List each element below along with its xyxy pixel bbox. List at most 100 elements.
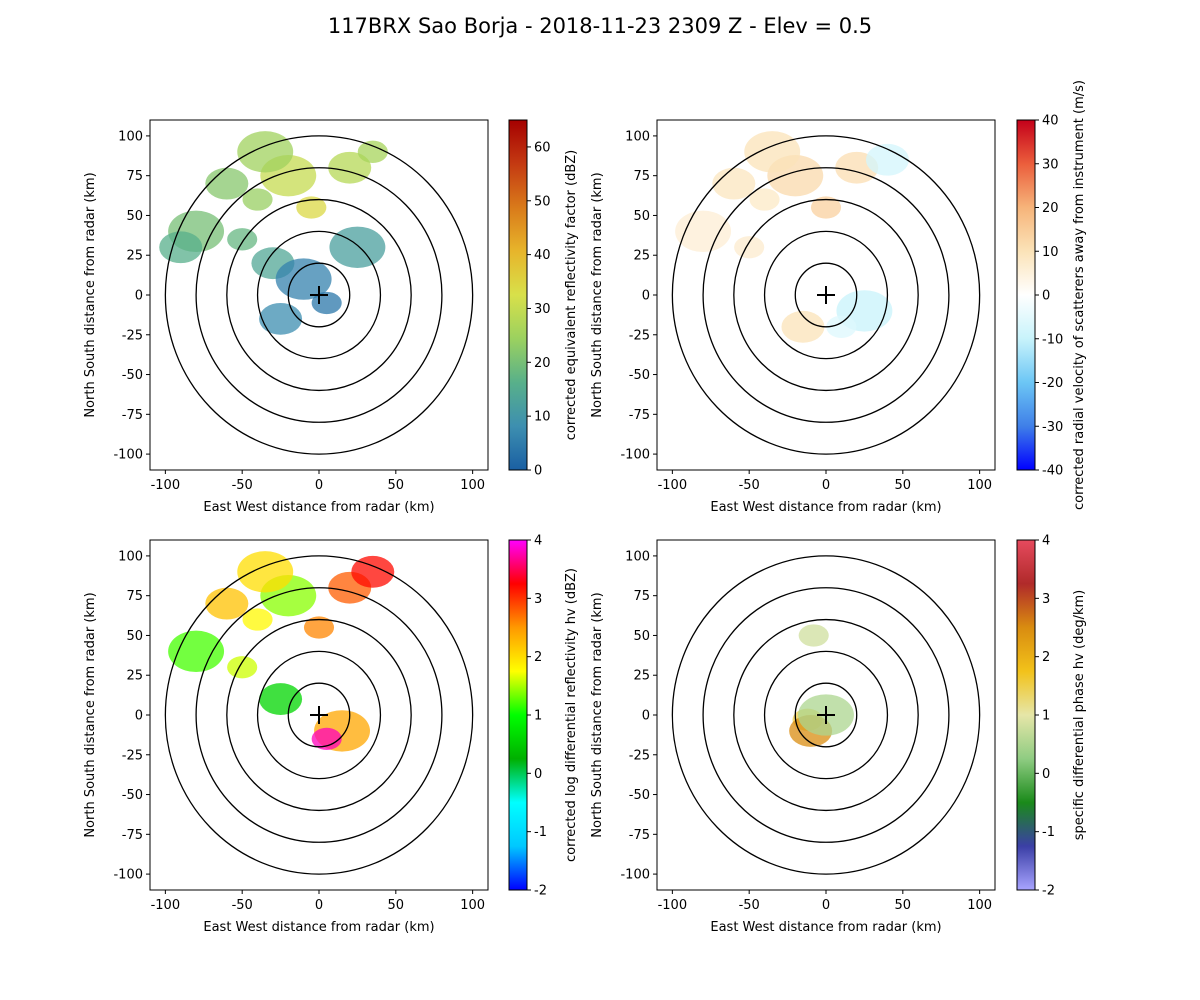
- y-tick-label: 75: [126, 589, 143, 604]
- x-tick-label: 0: [315, 898, 323, 913]
- x-tick-label: 0: [822, 478, 830, 493]
- x-tick-label: 50: [895, 478, 912, 493]
- specific_differential_phase-echo: [798, 624, 829, 647]
- differential_reflectivity-echo: [242, 608, 273, 631]
- velocity-echo: [734, 236, 765, 259]
- colorbar-tick-label: -10: [1042, 332, 1063, 347]
- y-tick-label: 25: [633, 669, 650, 684]
- differential_reflectivity-echo: [168, 630, 225, 673]
- panel-differential_reflectivity: -100 -50 0 50 100 -100 -75 -50 -25 0 25 50 75 100 East…: [83, 534, 579, 936]
- y-tick-label: 75: [633, 589, 650, 604]
- x-tick-label: 0: [822, 898, 830, 913]
- range-ring-100km: [164, 555, 474, 875]
- colorbar-tick-label: 40: [534, 248, 551, 263]
- x-axis-label: East West distance from radar (km): [203, 920, 434, 935]
- x-tick-label: 50: [388, 478, 405, 493]
- velocity-plot-area: [671, 131, 981, 455]
- velocity-echo: [744, 131, 801, 173]
- range-ring-60km: [226, 198, 412, 392]
- colorbar-tick-label: 30: [1042, 157, 1059, 172]
- colorbar-tick-label: 0: [1042, 767, 1050, 782]
- differential_reflectivity-echo: [259, 683, 303, 715]
- y-tick-label: -25: [122, 328, 143, 343]
- y-tick-label: 50: [126, 209, 143, 224]
- colorbar-tick-label: 4: [1042, 534, 1050, 549]
- y-tick-label: 100: [625, 549, 650, 564]
- y-tick-label: 50: [633, 209, 650, 224]
- reflectivity-plot-area: [159, 131, 474, 455]
- velocity-colorbar: [1016, 119, 1036, 471]
- differential_reflectivity-plot-area: [164, 551, 474, 875]
- range-ring-80km: [195, 167, 443, 423]
- velocity-echo: [810, 196, 842, 219]
- range-ring-60km: [226, 618, 412, 812]
- y-tick-label: -50: [122, 368, 143, 383]
- panel-specific_differential_phase: -100 -50 0 50 100 -100 -75 -50 -25 0 25 50 75 100 East…: [590, 534, 1087, 936]
- x-tick-label: 50: [388, 898, 405, 913]
- x-tick-label: 100: [460, 898, 485, 913]
- colorbar-tick-label: -2: [534, 884, 547, 899]
- reflectivity-echo: [227, 228, 258, 251]
- y-tick-label: 100: [625, 129, 650, 144]
- x-tick-label: 100: [967, 478, 992, 493]
- colorbar-tick-label: 40: [1042, 114, 1059, 129]
- reflectivity-echo: [159, 231, 203, 264]
- y-tick-label: 25: [633, 249, 650, 264]
- range-ring-20km: [287, 682, 351, 748]
- y-tick-label: -100: [113, 868, 143, 883]
- reflectivity-echo: [275, 258, 332, 300]
- colorbar-tick-label: -30: [1042, 420, 1063, 435]
- y-tick-label: 25: [126, 669, 143, 684]
- y-axis-label: North South distance from radar (km): [590, 592, 605, 837]
- reflectivity-colorbar: [508, 119, 528, 471]
- colorbar-tick-label: 2: [1042, 650, 1050, 665]
- reflectivity-echo: [357, 140, 388, 163]
- differential_reflectivity-colorbar: [508, 539, 528, 891]
- colorbar-tick-label: -1: [534, 825, 547, 840]
- differential_reflectivity-echo: [237, 551, 294, 593]
- y-tick-label: -100: [113, 448, 143, 463]
- differential_reflectivity-echo: [303, 616, 335, 639]
- range-ring-40km: [763, 230, 889, 360]
- colorbar-tick-label: 10: [534, 410, 551, 425]
- colorbar-label: corrected radial velocity of scatterers …: [1072, 80, 1087, 510]
- colorbar-tick-label: 50: [534, 194, 551, 209]
- colorbar-tick-label: 20: [534, 356, 551, 371]
- colorbar-tick-label: 0: [1042, 289, 1050, 304]
- colorbar-tick-label: 0: [534, 767, 542, 782]
- colorbar-label: corrected log differential reflectivity …: [564, 568, 579, 862]
- y-tick-label: 100: [118, 129, 143, 144]
- colorbar-tick-label: 3: [1042, 592, 1050, 607]
- y-tick-label: 50: [126, 629, 143, 644]
- reflectivity-echo: [259, 302, 303, 335]
- x-axis-label: East West distance from radar (km): [203, 500, 434, 515]
- y-tick-label: -25: [629, 748, 650, 763]
- colorbar-tick-label: 1: [534, 709, 542, 724]
- y-tick-label: 75: [633, 169, 650, 184]
- colorbar-tick-label: 30: [534, 302, 551, 317]
- colorbar-tick-label: -40: [1042, 464, 1063, 479]
- differential_reflectivity-echo: [311, 727, 342, 750]
- y-tick-label: -25: [629, 328, 650, 343]
- x-axis-label: East West distance from radar (km): [710, 500, 941, 515]
- specific_differential_phase-colorbar: [1016, 539, 1036, 891]
- reflectivity-echo: [205, 167, 249, 200]
- reflectivity-echo: [296, 196, 327, 219]
- x-tick-label: 50: [895, 898, 912, 913]
- velocity-echo: [749, 188, 780, 211]
- velocity-echo: [712, 167, 756, 200]
- range-ring-20km: [287, 262, 351, 328]
- reflectivity-echo: [329, 226, 386, 268]
- colorbar-tick-label: 1: [1042, 709, 1050, 724]
- x-tick-label: -100: [658, 898, 688, 913]
- colorbar-tick-label: 60: [534, 140, 551, 155]
- colorbar-label: specific differential phase hv (deg/km): [1072, 590, 1087, 840]
- x-tick-label: 100: [460, 478, 485, 493]
- differential_reflectivity-echo: [227, 656, 258, 679]
- range-ring-60km: [733, 618, 919, 812]
- range-ring-100km: [164, 135, 474, 455]
- panel-reflectivity: -100 -50 0 50 100-100-75-50-250255075100East…: [83, 119, 579, 515]
- velocity-echo: [675, 210, 732, 253]
